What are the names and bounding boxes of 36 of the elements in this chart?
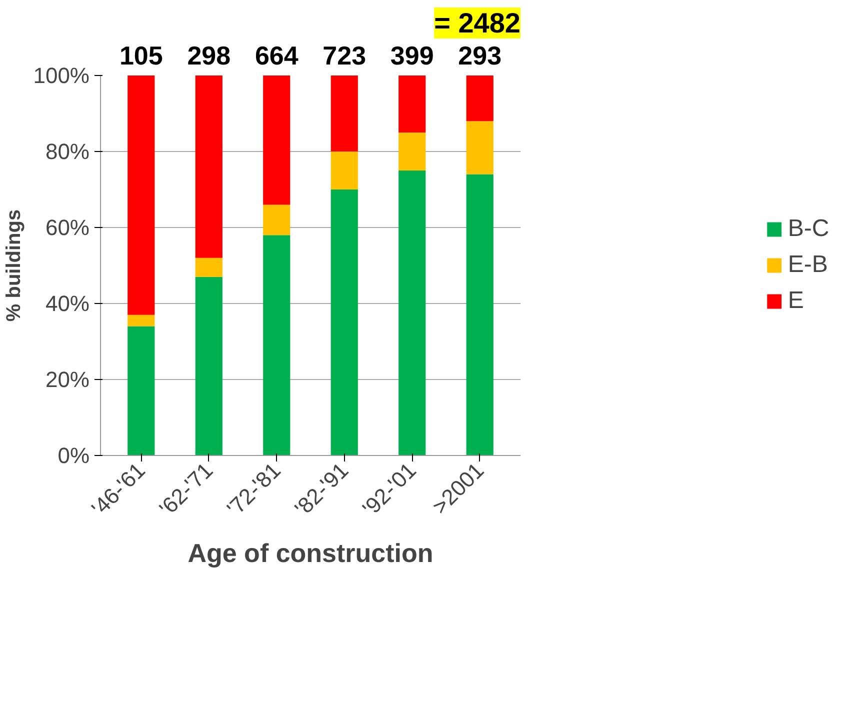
- bar: [330, 152, 358, 190]
- text: 723: [322, 40, 366, 70]
- bar: [466, 76, 494, 122]
- text: 664: [254, 40, 299, 70]
- bar: [263, 76, 290, 205]
- bar: [128, 326, 155, 456]
- bar: [195, 276, 222, 456]
- y-axis-title: % buildings: [3, 209, 26, 322]
- y-tick-label: 40%: [45, 291, 90, 316]
- bar: [195, 76, 222, 258]
- bar: [263, 204, 290, 236]
- bar: [330, 190, 358, 456]
- y-tick-label: 100%: [33, 63, 90, 88]
- bar: [128, 314, 155, 326]
- bar: [398, 132, 426, 170]
- bar: [128, 76, 155, 315]
- x-axis-title: Age of construction: [188, 538, 434, 568]
- legend-label: E: [788, 287, 805, 315]
- bar: [263, 235, 290, 456]
- text: = 2482: [434, 8, 520, 38]
- y-tick-label: 60%: [45, 215, 90, 240]
- legend-label: E-B: [788, 251, 828, 279]
- y-tick-label: 20%: [45, 367, 90, 392]
- bar: [398, 76, 426, 132]
- text: 293: [458, 40, 502, 70]
- text: 105: [119, 40, 163, 70]
- y-tick-label: 80%: [45, 139, 90, 164]
- text: 298: [187, 40, 231, 70]
- bar: [466, 121, 494, 174]
- legend-label: B-C: [788, 215, 830, 243]
- y-tick-label: 0%: [58, 443, 90, 468]
- bar: [398, 170, 426, 456]
- bar: [195, 258, 222, 277]
- bar: [466, 174, 494, 456]
- text: 399: [390, 40, 434, 70]
- bar: [330, 76, 358, 152]
